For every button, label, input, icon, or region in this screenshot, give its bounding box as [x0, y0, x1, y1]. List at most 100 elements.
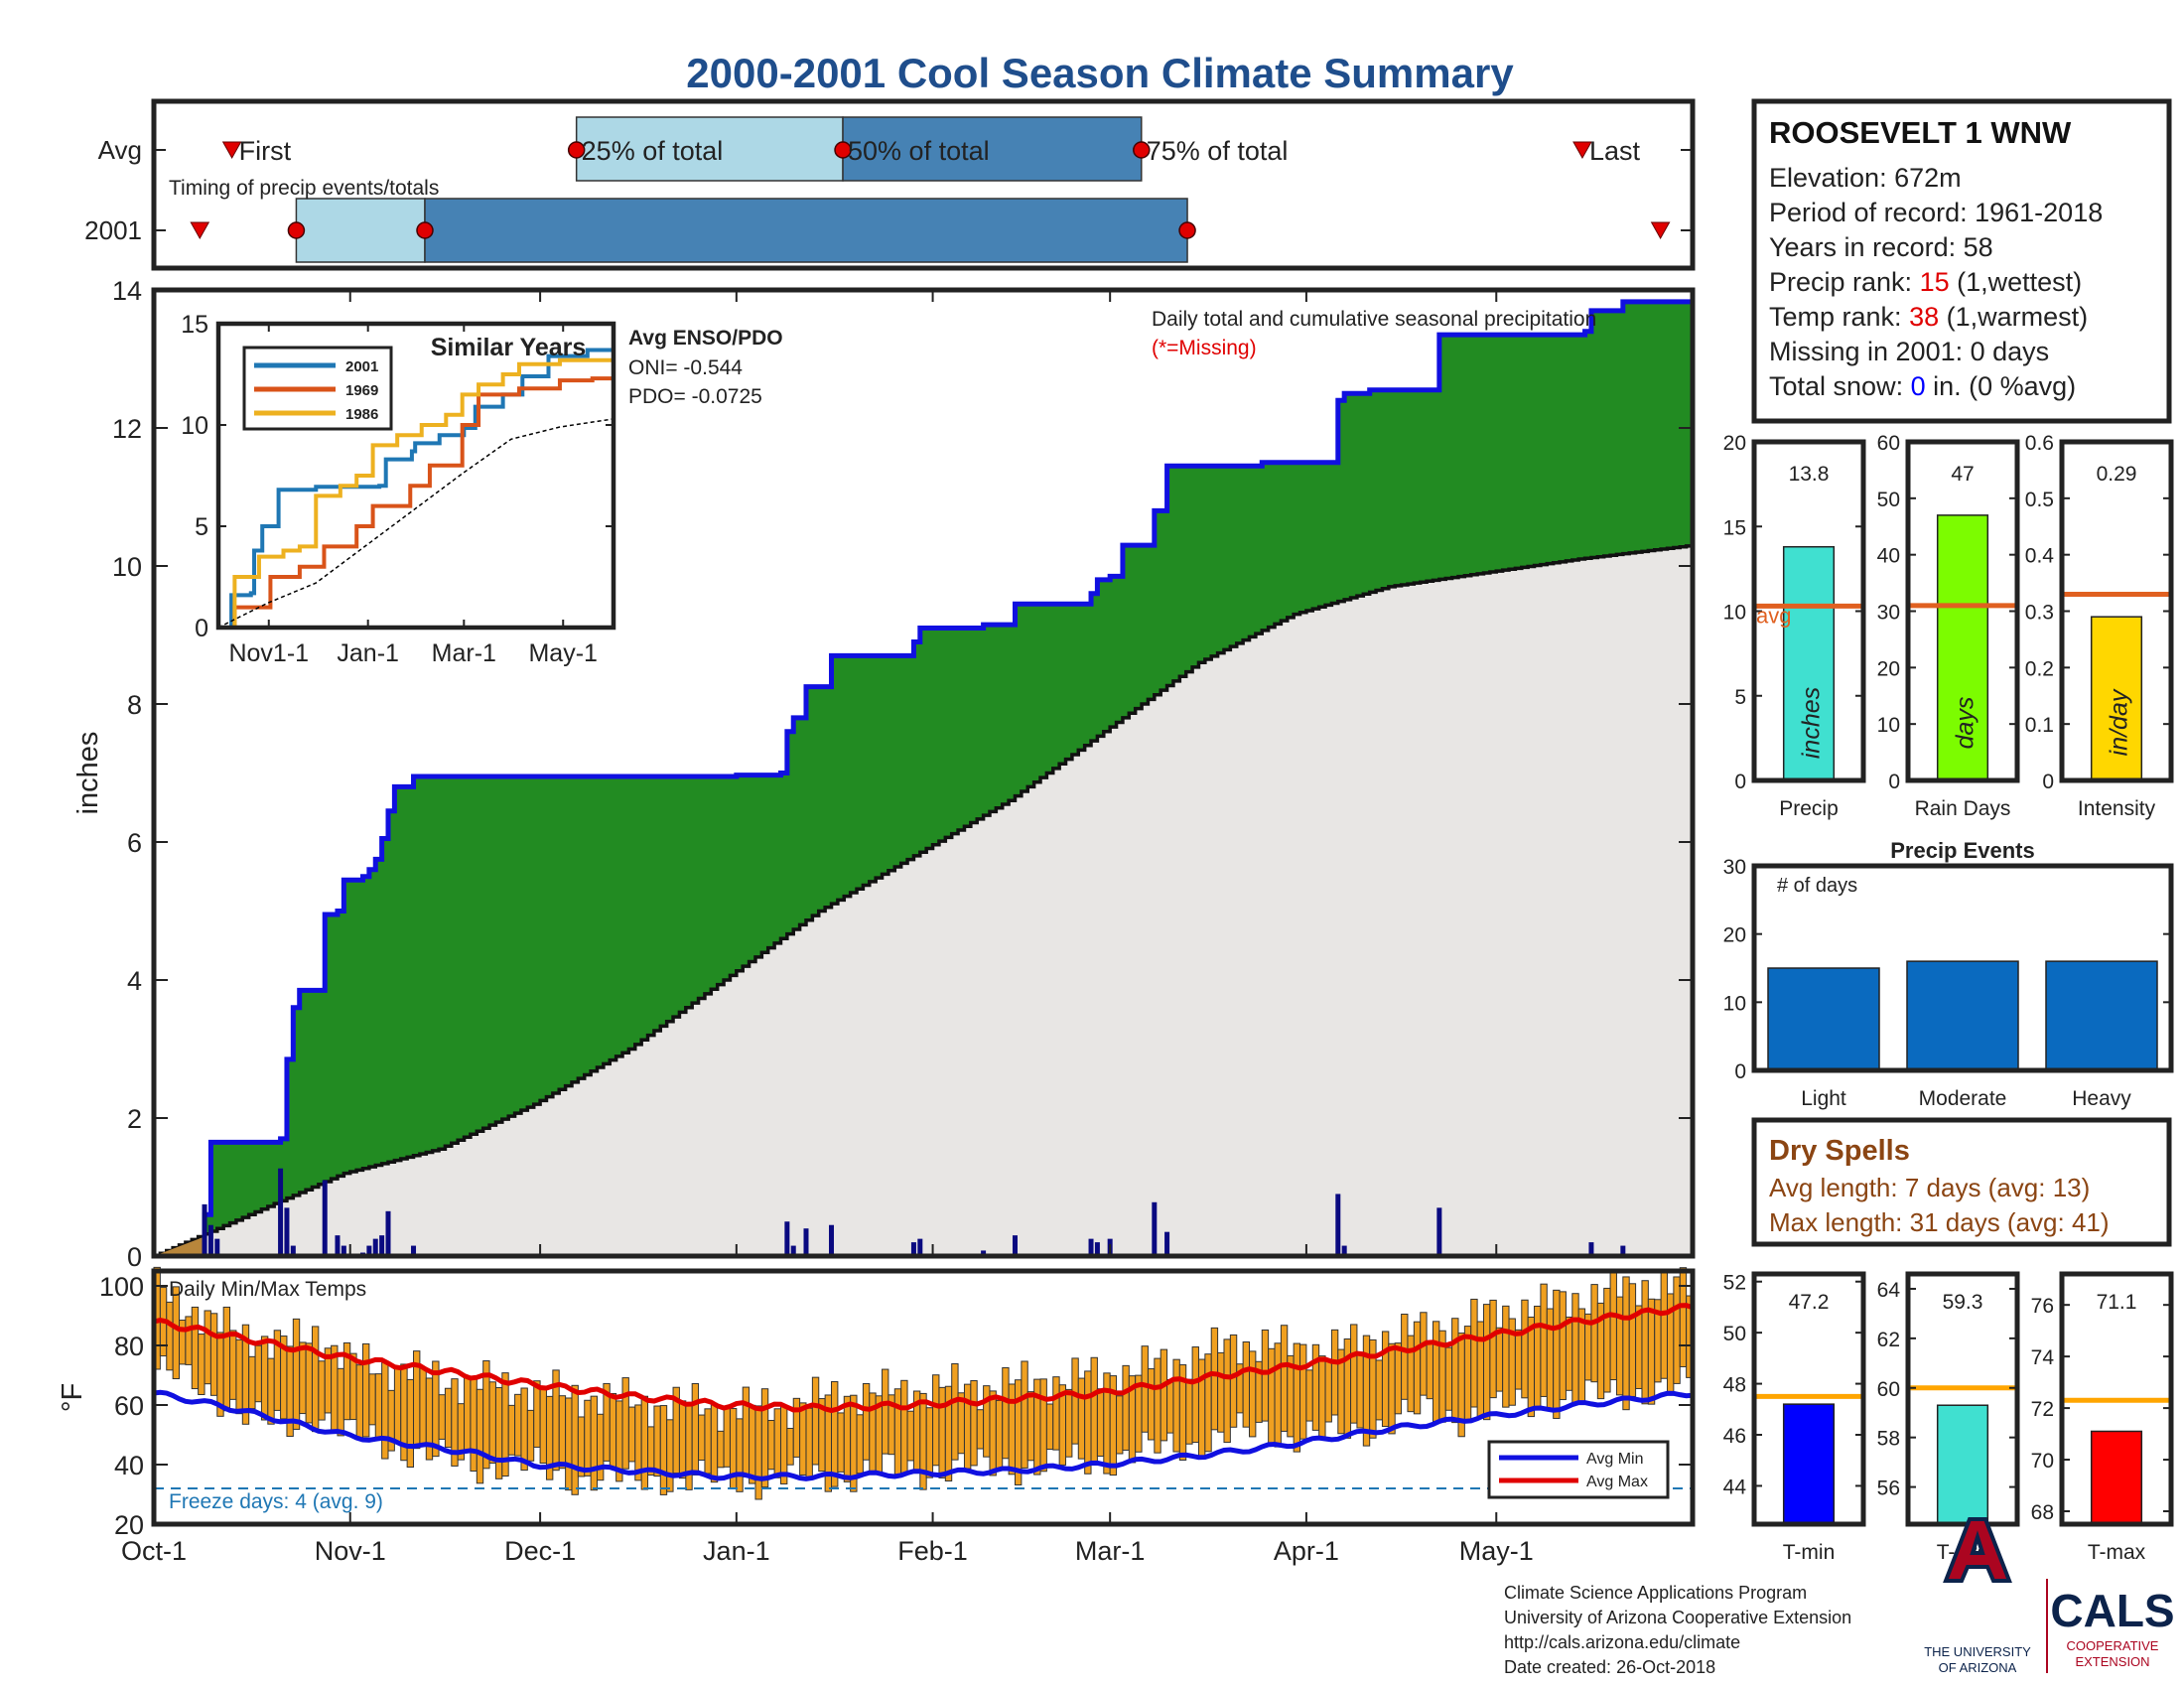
daily-temp-range-bar [1615, 1296, 1624, 1396]
x-tick-label: Jan-1 [337, 639, 399, 667]
y-tick-label: 60 [1877, 432, 1900, 455]
daily-precip-bar [829, 1224, 835, 1256]
legend-label-avg-max: Avg Max [1586, 1474, 1648, 1490]
station-snow: Total snow: 0 in. (0 %avg) [1769, 371, 2076, 401]
daily-temp-range-bar [1350, 1324, 1358, 1424]
avg-cumulative-area [154, 545, 1693, 1256]
y-tick-label: 72 [2031, 1398, 2054, 1421]
bar-intensity [2090, 616, 2143, 781]
cals-logo-sub1: COOPERATIVE [2067, 1638, 2159, 1653]
similar-years-inset: 0 5 10 15 Nov1-1 Jan-1 Mar-1 May-1 Similar Years… [181, 311, 616, 667]
daily-precip-bar [207, 1224, 213, 1256]
y-tick-label: 12 [112, 414, 142, 444]
station-missing: Missing in 2001: 0 days [1769, 337, 2049, 366]
timing-year-q75-marker [1178, 221, 1196, 239]
daily-temp-range-bar [773, 1408, 781, 1478]
daily-temp-range-bar [1559, 1291, 1567, 1401]
y-tick-label: 0 [195, 615, 208, 642]
station-frame [1751, 98, 2172, 424]
x-tick-label: May-1 [528, 639, 597, 667]
temp-annotation: Daily Min/Max Temps [169, 1278, 366, 1301]
daily-precip-bar [1012, 1235, 1018, 1256]
daily-temp-range-bar [1248, 1350, 1257, 1438]
daily-temp-range-bar [717, 1430, 725, 1469]
daily-temp-range-bar [368, 1373, 376, 1426]
timing-avg-last-marker [1572, 141, 1592, 160]
y-tick-label: 0 [1888, 771, 1900, 793]
snow-part: in. (0 %avg) [1926, 371, 2077, 401]
precip-rank-part: 15 [1920, 267, 1950, 297]
timing-avg-box-q25-q50 [575, 116, 844, 182]
y-tick-label: 0.4 [2025, 545, 2055, 568]
daily-temp-range-bar [444, 1387, 453, 1449]
daily-temp-range-bar [1242, 1340, 1250, 1428]
small-chart-t_max: 68 70 72 74 76 71.1 T-max [2031, 1271, 2174, 1564]
daily-temp-range-bar [318, 1360, 326, 1421]
daily-precip-bar [1436, 1207, 1442, 1256]
y-tick-label: 30 [1723, 856, 1746, 879]
timing-year-q25-marker [287, 221, 306, 239]
daily-precip-bar [1588, 1242, 1594, 1256]
y-axis-label: °F [57, 1383, 88, 1412]
y-tick-label: 64 [1877, 1279, 1901, 1302]
daily-temp-range-bar [1204, 1353, 1212, 1453]
daily-temp-range-bar [1268, 1347, 1276, 1445]
event-bar [1767, 967, 1880, 1071]
daily-temp-range-bar [1185, 1378, 1193, 1445]
y-tick-label: 0 [2042, 771, 2054, 793]
daily-temp-range-bar [1495, 1327, 1504, 1392]
daily-precip-bar [411, 1245, 417, 1256]
footer-line3: http://cals.arizona.edu/climate [1504, 1632, 1740, 1652]
daily-temp-range-bar [811, 1376, 820, 1466]
daily-temp-range-bar [235, 1338, 243, 1415]
timing-last-label: Last [1589, 136, 1641, 166]
daily-temp-range-bar [749, 1404, 756, 1484]
daily-precip-bar [803, 1228, 809, 1256]
footer-line4: Date created: 26-Oct-2018 [1504, 1657, 1715, 1677]
daily-temp-range-bar [558, 1395, 567, 1470]
daily-temp-range-bar [204, 1310, 211, 1385]
daily-temp-range-bar [1172, 1358, 1180, 1453]
daily-temp-range-bar [571, 1384, 579, 1495]
event-bar [1906, 960, 2019, 1071]
daily-temp-range-bar [1324, 1359, 1332, 1423]
daily-temp-range-bar [1553, 1289, 1561, 1419]
daily-temp-range-bar [361, 1342, 370, 1438]
daily-temp-range-bar [590, 1395, 599, 1491]
daily-precip-bar [1094, 1242, 1100, 1256]
y-tick-label: 20 [1877, 657, 1900, 680]
daily-temp-range-bar [1021, 1360, 1028, 1469]
bar-t_avg [1936, 1404, 1989, 1525]
daily-precip-bar [1088, 1238, 1094, 1256]
frame-t_min [1751, 1271, 1866, 1527]
avg-min-line [153, 1389, 1694, 1481]
ua-logo-line2: OF ARIZONA [1939, 1660, 2017, 1675]
y-tick-label: 10 [1723, 602, 1746, 625]
timing-q75-label: 75% of total [1147, 136, 1289, 166]
daily-temp-range-bar [1065, 1388, 1073, 1458]
timing-q25-label: 25% of total [582, 136, 724, 166]
daily-temp-range-bar [464, 1375, 472, 1453]
y-tick-label: 5 [1734, 686, 1746, 709]
bar-t_max [2090, 1430, 2143, 1525]
daily-temp-range-bar [1679, 1267, 1688, 1367]
inset-title: Similar Years [431, 334, 587, 361]
y-tick-label: 40 [1877, 545, 1900, 568]
y-tick-label: 10 [1723, 992, 1746, 1015]
unit-label-precip_total: inches [1798, 687, 1826, 759]
cumulative-2001-line [154, 299, 1693, 1259]
daily-temp-range-bar [1096, 1388, 1105, 1457]
daily-temp-range-bar [179, 1320, 187, 1365]
temp-frame [151, 1268, 1696, 1527]
timing-subtitle: Timing of precip events/totals [169, 177, 439, 200]
daily-temp-range-bar [1223, 1338, 1231, 1444]
daily-temp-range-bar [1628, 1283, 1637, 1397]
daily-temp-range-bar [1293, 1342, 1301, 1453]
y-tick-label: 76 [2031, 1295, 2054, 1318]
daily-precip-bar [784, 1221, 790, 1256]
station-name: ROOSEVELT 1 WNW [1769, 115, 2072, 150]
daily-precip-bar [1620, 1245, 1626, 1256]
small-chart-t_min: 44 46 48 50 52 47.2 T-min [1723, 1271, 1866, 1564]
y-tick-label: 0.3 [2025, 602, 2054, 625]
daily-temp-range-bar [539, 1385, 547, 1465]
